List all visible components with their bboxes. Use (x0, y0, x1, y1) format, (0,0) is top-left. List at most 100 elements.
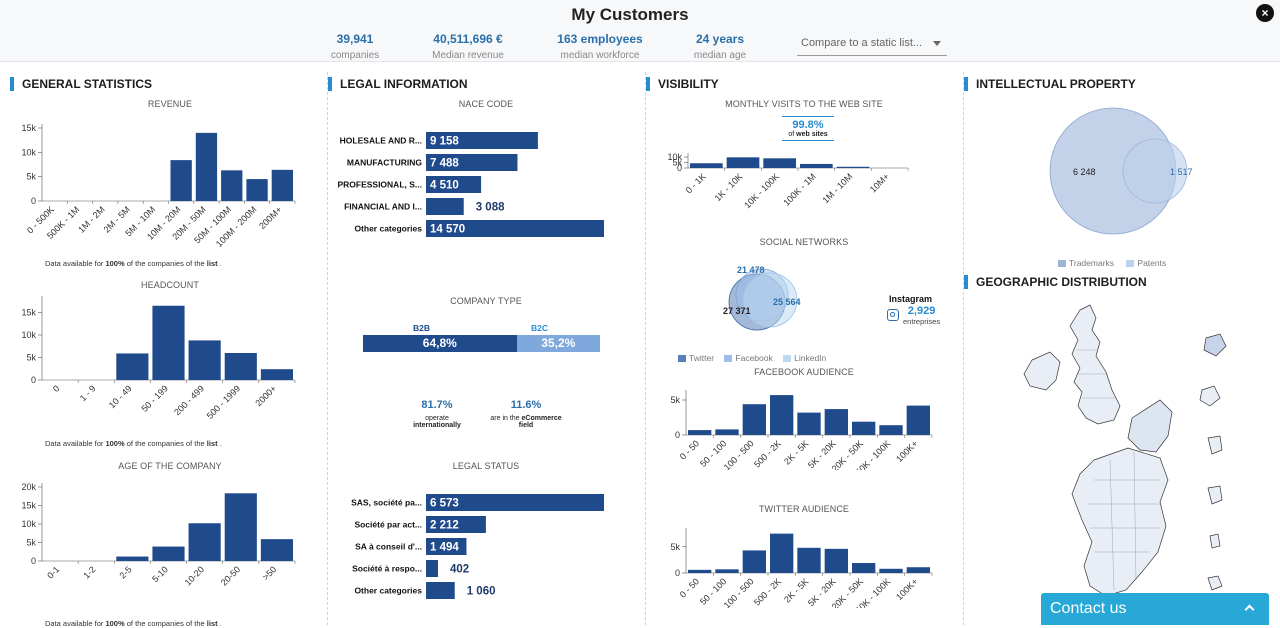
y-tick-label: 10k (667, 152, 682, 162)
bar (907, 567, 930, 573)
bar-value-label: 14 570 (430, 224, 465, 236)
y-tick-label: 10k (21, 147, 36, 157)
bar-value-label: 402 (450, 564, 469, 576)
y-tick-label: 10k (21, 330, 36, 340)
y-tick-label: 15k (21, 308, 36, 318)
contact-us-label: Contact us (1050, 600, 1126, 617)
bar (261, 539, 293, 561)
y-tick-label: 0 (31, 196, 36, 206)
category-label: FINANCIAL AND I... (344, 202, 422, 212)
legend-trademarks[interactable]: Trademarks (1058, 258, 1114, 268)
x-tick-label: 500 - 1999 (205, 383, 243, 421)
x-tick-label: 10K - 100K (742, 171, 781, 210)
category-label: Other categories (354, 586, 422, 596)
x-tick-label: 500 - 2K (752, 438, 783, 469)
bar (426, 198, 464, 215)
bar-value-label: 2 212 (430, 520, 459, 532)
x-tick-label: 1 - 9 (78, 383, 98, 403)
y-tick-label: 0 (675, 568, 680, 578)
close-button[interactable]: × (1256, 4, 1274, 22)
x-tick-label: 0 - 50 (678, 438, 701, 461)
x-tick-label: 0-1 (45, 564, 61, 580)
compare-placeholder: Compare to a static list... (801, 37, 922, 49)
patents-count: 1 517 (1170, 167, 1193, 177)
island-shape (1208, 576, 1222, 590)
bar (152, 306, 184, 380)
bar (907, 406, 930, 435)
geographic-map[interactable] (1010, 290, 1260, 620)
compare-select[interactable]: Compare to a static list... (797, 34, 947, 56)
x-tick-label: 5-10 (150, 564, 170, 584)
bar (426, 560, 438, 577)
instagram-icon (887, 309, 899, 321)
x-tick-label: 2000+ (253, 383, 278, 408)
y-tick-label: 0 (675, 430, 680, 440)
bar (116, 557, 148, 561)
kpi-label: median age (680, 50, 760, 61)
x-tick-label: 1M - 2M (76, 204, 106, 234)
contact-us-button[interactable]: Contact us (1041, 593, 1269, 625)
legend-patents[interactable]: Patents (1126, 258, 1166, 268)
instagram-label: Instagram (889, 294, 932, 304)
bar-value-label: 1 060 (467, 586, 496, 598)
chevron-up-icon (1245, 605, 1255, 615)
company-type-bar: 64,8% 35,2% (363, 335, 600, 352)
uk-map-shape (1070, 305, 1120, 424)
x-tick-label: 10 - 49 (107, 383, 134, 410)
ip-legend: Trademarks Patents (1058, 258, 1166, 268)
legend-twitter[interactable]: Twitter (678, 353, 714, 363)
chart-title-nace: NACE CODE (328, 99, 644, 109)
section-legal-information: LEGAL INFORMATION (328, 77, 468, 91)
x-tick-label: 500 - 2K (752, 576, 783, 607)
island-shape (1208, 486, 1222, 504)
x-tick-label: 1M - 10M (820, 171, 854, 205)
b2b-label: B2B (413, 323, 430, 333)
bar (272, 170, 293, 201)
y-tick-label: 5k (670, 542, 680, 552)
x-tick-label: 10-20 (183, 564, 206, 587)
bar (196, 133, 217, 201)
bar (715, 569, 738, 573)
international-line2: internationally (397, 422, 477, 429)
data-availability-note: Data available for 100% of the companies… (45, 439, 222, 448)
x-tick-label: 0 - 50 (678, 576, 701, 599)
bar (879, 569, 902, 573)
bar (261, 369, 293, 380)
x-tick-label: 100 - 500 (722, 438, 756, 470)
x-tick-label: 100K+ (894, 576, 920, 602)
france-map-shape (1072, 448, 1168, 596)
instagram-stat: 2,929 entreprises (903, 305, 940, 326)
category-label: Société par act... (354, 520, 422, 530)
bar-value-label: 9 158 (430, 136, 459, 148)
bar (770, 395, 793, 435)
section-visibility: VISIBILITY (646, 77, 719, 91)
kpi-companies: 39,941 companies (320, 32, 390, 61)
benelux-map-shape (1128, 400, 1172, 452)
kpi-label: Median revenue (418, 50, 518, 61)
bar-value-label: 4 510 (430, 180, 459, 192)
section-geographic-distribution: GEOGRAPHIC DISTRIBUTION (964, 275, 1147, 289)
ireland-map-shape (1024, 352, 1060, 390)
bar (225, 353, 257, 380)
bar-value-label: 6 573 (430, 498, 459, 510)
ecommerce-value: 11.6% (481, 399, 571, 411)
international-value: 81.7% (397, 399, 477, 411)
category-label: Société à respo... (352, 564, 422, 574)
bar (690, 163, 723, 168)
y-tick-label: 5k (26, 172, 36, 182)
visits-badge-value: 99.8% (782, 119, 834, 131)
legend-linkedin[interactable]: LinkedIn (783, 353, 826, 363)
x-tick-label: 50 - 199 (139, 383, 169, 413)
y-tick-label: 0 (31, 375, 36, 385)
chart-title-social: SOCIAL NETWORKS (646, 237, 962, 247)
bar (426, 582, 455, 599)
island-shape (1200, 386, 1220, 406)
legend-facebook[interactable]: Facebook (724, 353, 772, 363)
kpi-value: 24 years (680, 32, 760, 46)
kpi-workforce: 163 employees median workforce (548, 32, 652, 61)
y-tick-label: 20k (21, 482, 36, 492)
page-title: My Customers (0, 5, 1260, 25)
